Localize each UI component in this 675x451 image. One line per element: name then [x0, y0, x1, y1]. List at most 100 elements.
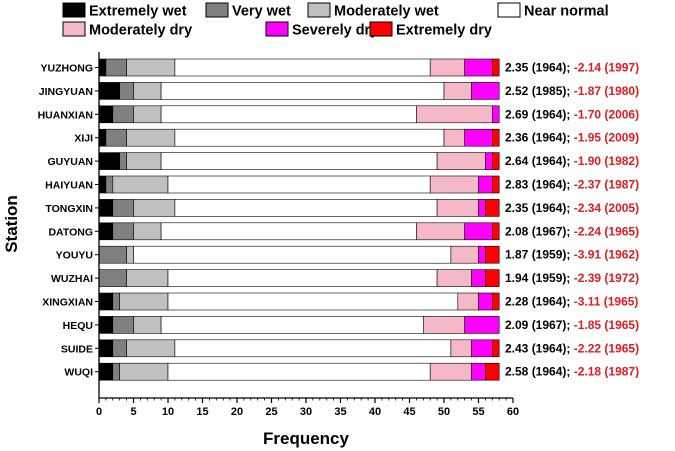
- annotation-yuzhong: 2.35 (1964); -2.14 (1997): [505, 61, 639, 75]
- bar-segment-guyuan-near-normal: [160, 152, 438, 170]
- station-label-tongxin: TONGXIN: [45, 203, 93, 215]
- bar-segment-guyuan-extremely-dry: [491, 152, 500, 170]
- bar-segment-hequ-moderately-wet: [133, 316, 162, 334]
- station-label-huanxian: HUANXIAN: [38, 109, 93, 121]
- bar-segment-huanxian-extremely-wet: [98, 105, 114, 124]
- station-label-hequ: HEQU: [63, 320, 93, 332]
- bar-segment-haiyuan-moderately-dry: [429, 175, 479, 194]
- bar-segment-datong-moderately-dry: [416, 222, 465, 241]
- bar-segment-wuqi-severely-dry: [471, 362, 486, 381]
- bar-segment-tongxin-moderately-wet: [133, 199, 176, 217]
- bar-segment-yuzhong-moderately-wet: [126, 58, 176, 77]
- bar-segment-xingxian-near-normal: [167, 292, 459, 311]
- annotation-wet-value: 2.64 (1964);: [505, 154, 574, 168]
- bar-segment-datong-near-normal: [160, 222, 417, 241]
- bar-segment-yuzhong-near-normal: [174, 58, 431, 77]
- bar-segment-datong-extremely-dry: [491, 222, 500, 241]
- annotation-wuzhai: 1.94 (1959); -2.39 (1972): [505, 271, 639, 285]
- bar-segment-tongxin-moderately-dry: [436, 199, 479, 217]
- x-tick-label: 35: [334, 406, 346, 418]
- annotation-haiyuan: 2.83 (1964); -2.37 (1987): [505, 178, 639, 192]
- bar-segment-wuqi-extremely-dry: [485, 362, 500, 381]
- annotation-tongxin: 2.35 (1964); -2.34 (2005): [505, 201, 639, 215]
- x-tick-label: 25: [265, 406, 277, 418]
- bar-segment-youyu-moderately-dry: [450, 245, 479, 264]
- bar-segment-haiyuan-severely-dry: [478, 175, 493, 194]
- legend-label-moderately-wet: Moderately wet: [334, 4, 439, 20]
- legend-swatch-moderately-wet: [307, 2, 331, 18]
- bar-segment-wuqi-moderately-wet: [119, 362, 169, 381]
- bar-segment-xingxian-extremely-wet: [98, 292, 114, 311]
- annotation-dry-value: -2.34 (2005): [574, 201, 639, 215]
- annotation-jingyuan: 2.52 (1985); -1.87 (1980): [505, 84, 639, 98]
- station-label-haiyuan: HAIYUAN: [45, 180, 93, 192]
- annotation-dry-value: -2.24 (1965): [574, 224, 639, 238]
- annotation-wet-value: 2.43 (1964);: [505, 341, 574, 355]
- x-tick-label: 50: [438, 406, 450, 418]
- bar-segment-suide-very-wet: [112, 339, 127, 358]
- y-axis-title: Station: [2, 195, 21, 253]
- annotation-dry-value: -1.87 (1980): [574, 84, 639, 98]
- station-label-guyuan: GUYUAN: [47, 156, 93, 168]
- annotation-wuqi: 2.58 (1964); -2.18 (1987): [505, 365, 639, 379]
- annotation-dry-value: -2.18 (1987): [574, 365, 639, 379]
- bar-segment-jingyuan-moderately-wet: [133, 82, 162, 100]
- annotation-suide: 2.43 (1964); -2.22 (1965): [505, 341, 639, 355]
- bar-segment-huanxian-moderately-dry: [416, 105, 493, 124]
- bar-segment-youyu-extremely-dry: [485, 245, 500, 264]
- annotation-wet-value: 2.08 (1967);: [505, 224, 574, 238]
- x-tick-label: 10: [162, 406, 174, 418]
- annotation-wet-value: 2.35 (1964);: [505, 61, 574, 75]
- axes: 0 5 10 15 20 25 30 35 40 45 50 55 60 YUZHONG JINGYUAN H…: [38, 52, 519, 418]
- annotation-dry-value: -2.22 (1965): [574, 341, 639, 355]
- bar-segment-huanxian-moderately-wet: [133, 105, 162, 124]
- bar-segment-huanxian-severely-dry: [491, 105, 500, 124]
- annotation-xiji: 2.36 (1964); -1.95 (2009): [505, 131, 639, 145]
- bar-segment-datong-moderately-wet: [133, 222, 162, 241]
- x-tick-label: 55: [472, 406, 484, 418]
- bar-segment-tongxin-severely-dry: [478, 199, 486, 217]
- bar-segment-tongxin-near-normal: [174, 199, 438, 217]
- annotation-dry-value: -3.91 (1962): [574, 248, 639, 262]
- annotations: 2.35 (1964); -2.14 (1997) 2.52 (1985); -1…: [505, 61, 639, 379]
- bar-segment-hequ-very-wet: [112, 316, 134, 334]
- x-tick-label: 0: [96, 406, 102, 418]
- bar-segment-xiji-near-normal: [174, 128, 445, 147]
- annotation-wet-value: 2.35 (1964);: [505, 201, 574, 215]
- bar-segment-youyu-moderately-wet: [126, 245, 134, 264]
- bar-segment-xingxian-moderately-dry: [457, 292, 479, 311]
- annotation-dry-value: -2.39 (1972): [574, 271, 639, 285]
- legend-swatch-very-wet: [205, 2, 229, 18]
- bar-segment-guyuan-very-wet: [119, 152, 127, 170]
- bar-segment-jingyuan-severely-dry: [471, 82, 500, 100]
- bar-segment-suide-near-normal: [174, 339, 452, 358]
- annotation-dry-value: -1.90 (1982): [574, 154, 639, 168]
- bar-segment-xingxian-severely-dry: [478, 292, 493, 311]
- bar-segment-wuzhai-very-wet: [98, 269, 127, 287]
- bar-segment-xiji-moderately-wet: [126, 128, 176, 147]
- bar-segment-wuzhai-moderately-dry: [436, 269, 472, 287]
- bar-segment-yuzhong-severely-dry: [464, 58, 493, 77]
- station-label-xiji: XIJI: [74, 133, 93, 145]
- bar-segment-xiji-extremely-dry: [491, 128, 500, 147]
- bar-segment-youyu-near-normal: [133, 245, 452, 264]
- bar-segment-datong-very-wet: [112, 222, 134, 241]
- bar-segment-jingyuan-extremely-wet: [98, 82, 121, 100]
- bar-segment-wuzhai-moderately-wet: [126, 269, 169, 287]
- bar-segment-wuqi-very-wet: [112, 362, 121, 381]
- bar-segment-suide-extremely-dry: [491, 339, 500, 358]
- bar-segment-xingxian-moderately-wet: [119, 292, 169, 311]
- legend-swatch-near-normal: [497, 2, 521, 18]
- annotation-huanxian: 2.69 (1964); -1.70 (2006): [505, 107, 639, 121]
- bar-segment-xingxian-extremely-dry: [491, 292, 500, 311]
- bar-segment-guyuan-moderately-wet: [126, 152, 162, 170]
- bar-segment-haiyuan-extremely-wet: [98, 175, 107, 194]
- station-label-yuzhong: YUZHONG: [41, 63, 94, 75]
- annotation-wet-value: 1.87 (1959);: [505, 248, 574, 262]
- legend-label-severely-dry: Severely dry: [292, 23, 378, 39]
- x-tick-label: 40: [369, 406, 381, 418]
- bar-segment-huanxian-very-wet: [112, 105, 134, 124]
- annotation-wet-value: 2.52 (1985);: [505, 84, 574, 98]
- bar-segment-xiji-moderately-dry: [443, 128, 466, 147]
